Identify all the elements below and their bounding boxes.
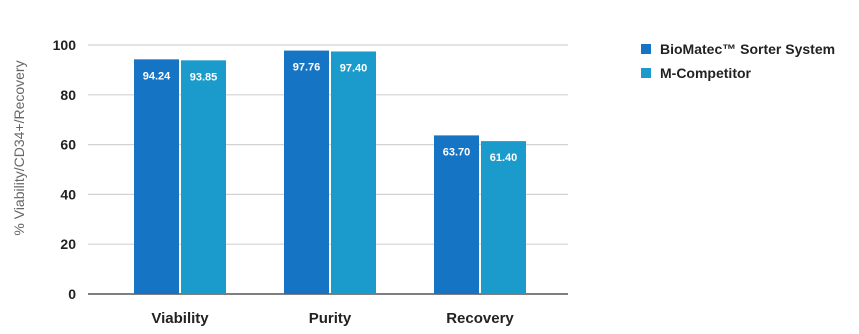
bar-value-label: 97.76 [293,62,321,74]
legend-item-biomatec: BioMatec™ Sorter System [641,38,835,60]
legend-label: BioMatec™ Sorter System [660,41,836,57]
x-tick-label-recovery: Recovery [446,310,514,327]
y-tick-label: 40 [60,186,76,202]
bar-purity-series-1 [284,50,329,294]
y-tick-label: 20 [60,236,76,252]
y-axis-label: % Viability/CD34+/Recovery [11,60,27,235]
y-tick-label: 100 [53,37,77,53]
bar-recovery-series-2 [481,141,526,294]
bar-viability-series-2 [181,60,226,294]
bar-value-label: 94.24 [143,70,171,82]
x-tick-label-viability: Viability [151,310,209,327]
y-tick-label: 0 [68,286,76,302]
bar-purity-series-2 [331,51,376,294]
legend-label: M-Competitor [660,65,751,81]
bar-viability-series-1 [134,59,179,294]
legend-swatch [641,44,651,54]
bar-recovery-series-1 [434,135,479,294]
bar-value-label: 61.40 [490,152,518,164]
bar-value-label: 93.85 [190,71,218,83]
y-tick-label: 60 [60,137,76,153]
legend-item-m-competitor: M-Competitor [641,62,835,84]
bar-value-label: 63.70 [443,146,471,158]
y-tick-label: 80 [60,87,76,103]
chart-legend: BioMatec™ Sorter System M-Competitor [641,38,835,86]
legend-swatch [641,68,651,78]
bar-value-label: 97.40 [340,62,368,74]
x-tick-label-purity: Purity [309,310,352,327]
